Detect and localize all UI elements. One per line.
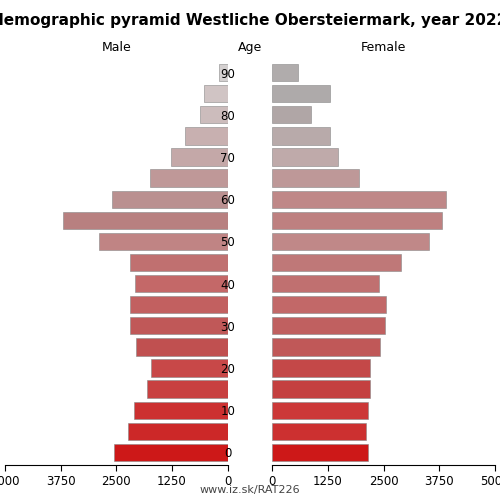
Bar <box>146 380 228 398</box>
Bar <box>272 148 338 166</box>
Bar <box>272 254 402 271</box>
Bar <box>272 444 368 461</box>
Text: Male: Male <box>102 41 131 54</box>
Bar <box>130 254 228 271</box>
Bar <box>128 422 228 440</box>
Bar <box>186 128 228 144</box>
Text: Female: Female <box>361 41 406 54</box>
Bar <box>272 64 298 82</box>
Bar <box>150 170 228 187</box>
Bar <box>272 190 446 208</box>
Bar <box>272 170 359 187</box>
Bar <box>272 422 366 440</box>
Bar <box>272 317 384 334</box>
Bar <box>272 402 368 419</box>
Bar <box>63 212 228 229</box>
Bar <box>272 212 442 229</box>
Bar <box>272 380 370 398</box>
Bar <box>272 128 330 144</box>
Bar <box>272 85 330 102</box>
Bar <box>272 296 386 314</box>
Bar <box>204 85 228 102</box>
Bar <box>272 338 380 355</box>
Bar <box>135 275 228 292</box>
Bar <box>112 190 228 208</box>
Bar <box>272 275 379 292</box>
Bar <box>98 233 228 250</box>
Bar <box>134 402 228 419</box>
Text: demographic pyramid Westliche Obersteiermark, year 2022: demographic pyramid Westliche Obersteier… <box>0 12 500 28</box>
Bar <box>170 148 228 166</box>
Bar <box>114 444 228 461</box>
Bar <box>200 106 228 124</box>
Text: Age: Age <box>238 41 262 54</box>
Bar <box>151 360 228 376</box>
Bar <box>136 338 228 355</box>
Bar <box>220 64 228 82</box>
Bar <box>130 296 228 314</box>
Bar <box>130 317 228 334</box>
Bar <box>272 233 429 250</box>
Bar <box>272 106 312 124</box>
Text: www.iz.sk/RAT226: www.iz.sk/RAT226 <box>200 485 300 495</box>
Bar <box>272 360 370 376</box>
